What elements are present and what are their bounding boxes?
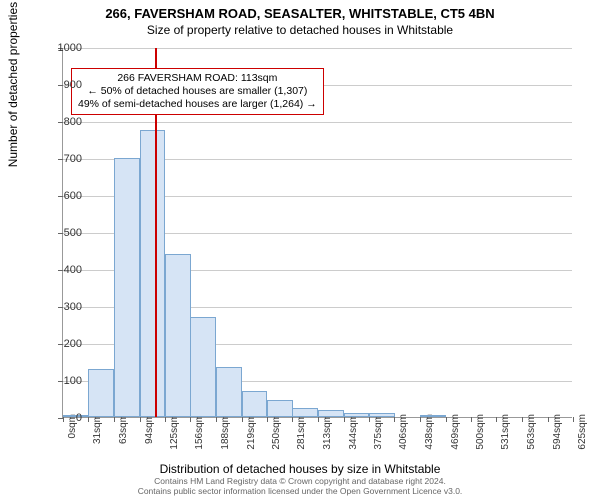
annotation-line2: ← 50% of detached houses are smaller (1,…	[78, 85, 317, 98]
xtick-mark	[573, 417, 574, 422]
histogram-bar	[242, 391, 268, 417]
histogram-bar	[369, 413, 395, 417]
xtick-mark	[242, 417, 243, 422]
xtick-mark	[140, 417, 141, 422]
xtick-label: 281sqm	[296, 414, 307, 450]
xtick-label: 156sqm	[194, 414, 205, 450]
annotation-box: 266 FAVERSHAM ROAD: 113sqm ← 50% of deta…	[71, 68, 324, 115]
ytick-label: 300	[46, 301, 82, 313]
histogram-bar	[267, 400, 293, 417]
histogram-bar	[216, 367, 242, 417]
xtick-mark	[165, 417, 166, 422]
xtick-label: 563sqm	[526, 414, 537, 450]
xtick-mark	[522, 417, 523, 422]
xtick-mark	[190, 417, 191, 422]
xtick-label: 188sqm	[220, 414, 231, 450]
xtick-label: 625sqm	[577, 414, 588, 450]
xtick-mark	[88, 417, 89, 422]
title-block: 266, FAVERSHAM ROAD, SEASALTER, WHITSTAB…	[0, 0, 600, 37]
ytick-label: 0	[46, 412, 82, 424]
ytick-label: 200	[46, 338, 82, 350]
xtick-label: 406sqm	[398, 414, 409, 450]
histogram-bar	[140, 130, 166, 417]
xtick-mark	[267, 417, 268, 422]
annotation-line3: 49% of semi-detached houses are larger (…	[78, 98, 317, 111]
ytick-label: 500	[46, 227, 82, 239]
xtick-mark	[446, 417, 447, 422]
xtick-label: 94sqm	[144, 414, 155, 444]
gridline-h	[63, 122, 572, 123]
y-axis-label: Number of detached properties	[6, 2, 20, 167]
histogram-bar	[318, 410, 344, 417]
xtick-label: 313sqm	[322, 414, 333, 450]
histogram-bar	[344, 413, 370, 417]
xtick-label: 438sqm	[424, 414, 435, 450]
gridline-h	[63, 48, 572, 49]
xtick-label: 31sqm	[92, 414, 103, 444]
xtick-label: 219sqm	[246, 414, 257, 450]
xtick-label: 531sqm	[500, 414, 511, 450]
xtick-label: 594sqm	[552, 414, 563, 450]
chart-area: 0sqm31sqm63sqm94sqm125sqm156sqm188sqm219…	[62, 48, 572, 418]
ytick-label: 1000	[46, 42, 82, 54]
xtick-label: 250sqm	[271, 414, 282, 450]
histogram-bar	[420, 415, 446, 417]
xtick-mark	[292, 417, 293, 422]
address-title: 266, FAVERSHAM ROAD, SEASALTER, WHITSTAB…	[0, 6, 600, 21]
ytick-label: 100	[46, 375, 82, 387]
plot-region: 0sqm31sqm63sqm94sqm125sqm156sqm188sqm219…	[62, 48, 572, 418]
histogram-bar	[165, 254, 191, 417]
xtick-mark	[394, 417, 395, 422]
xtick-label: 63sqm	[118, 414, 129, 444]
xtick-mark	[496, 417, 497, 422]
xtick-mark	[114, 417, 115, 422]
subtitle: Size of property relative to detached ho…	[0, 23, 600, 37]
xtick-label: 125sqm	[169, 414, 180, 450]
xtick-label: 500sqm	[475, 414, 486, 450]
histogram-bar	[292, 408, 318, 417]
ytick-label: 900	[46, 79, 82, 91]
annotation-line1: 266 FAVERSHAM ROAD: 113sqm	[78, 72, 317, 85]
xtick-mark	[318, 417, 319, 422]
footer-attribution: Contains HM Land Registry data © Crown c…	[0, 477, 600, 497]
xtick-label: 469sqm	[450, 414, 461, 450]
xtick-mark	[548, 417, 549, 422]
xtick-mark	[471, 417, 472, 422]
x-axis-label: Distribution of detached houses by size …	[0, 462, 600, 476]
ytick-label: 800	[46, 116, 82, 128]
ytick-label: 400	[46, 264, 82, 276]
xtick-mark	[420, 417, 421, 422]
ytick-label: 700	[46, 153, 82, 165]
chart-container: 266, FAVERSHAM ROAD, SEASALTER, WHITSTAB…	[0, 0, 600, 500]
histogram-bar	[88, 369, 114, 417]
xtick-label: 375sqm	[373, 414, 384, 450]
xtick-label: 344sqm	[348, 414, 359, 450]
xtick-mark	[216, 417, 217, 422]
xtick-mark	[369, 417, 370, 422]
xtick-mark	[344, 417, 345, 422]
footer-line2: Contains public sector information licen…	[0, 487, 600, 497]
ytick-label: 600	[46, 190, 82, 202]
histogram-bar	[114, 158, 140, 417]
histogram-bar	[190, 317, 216, 417]
